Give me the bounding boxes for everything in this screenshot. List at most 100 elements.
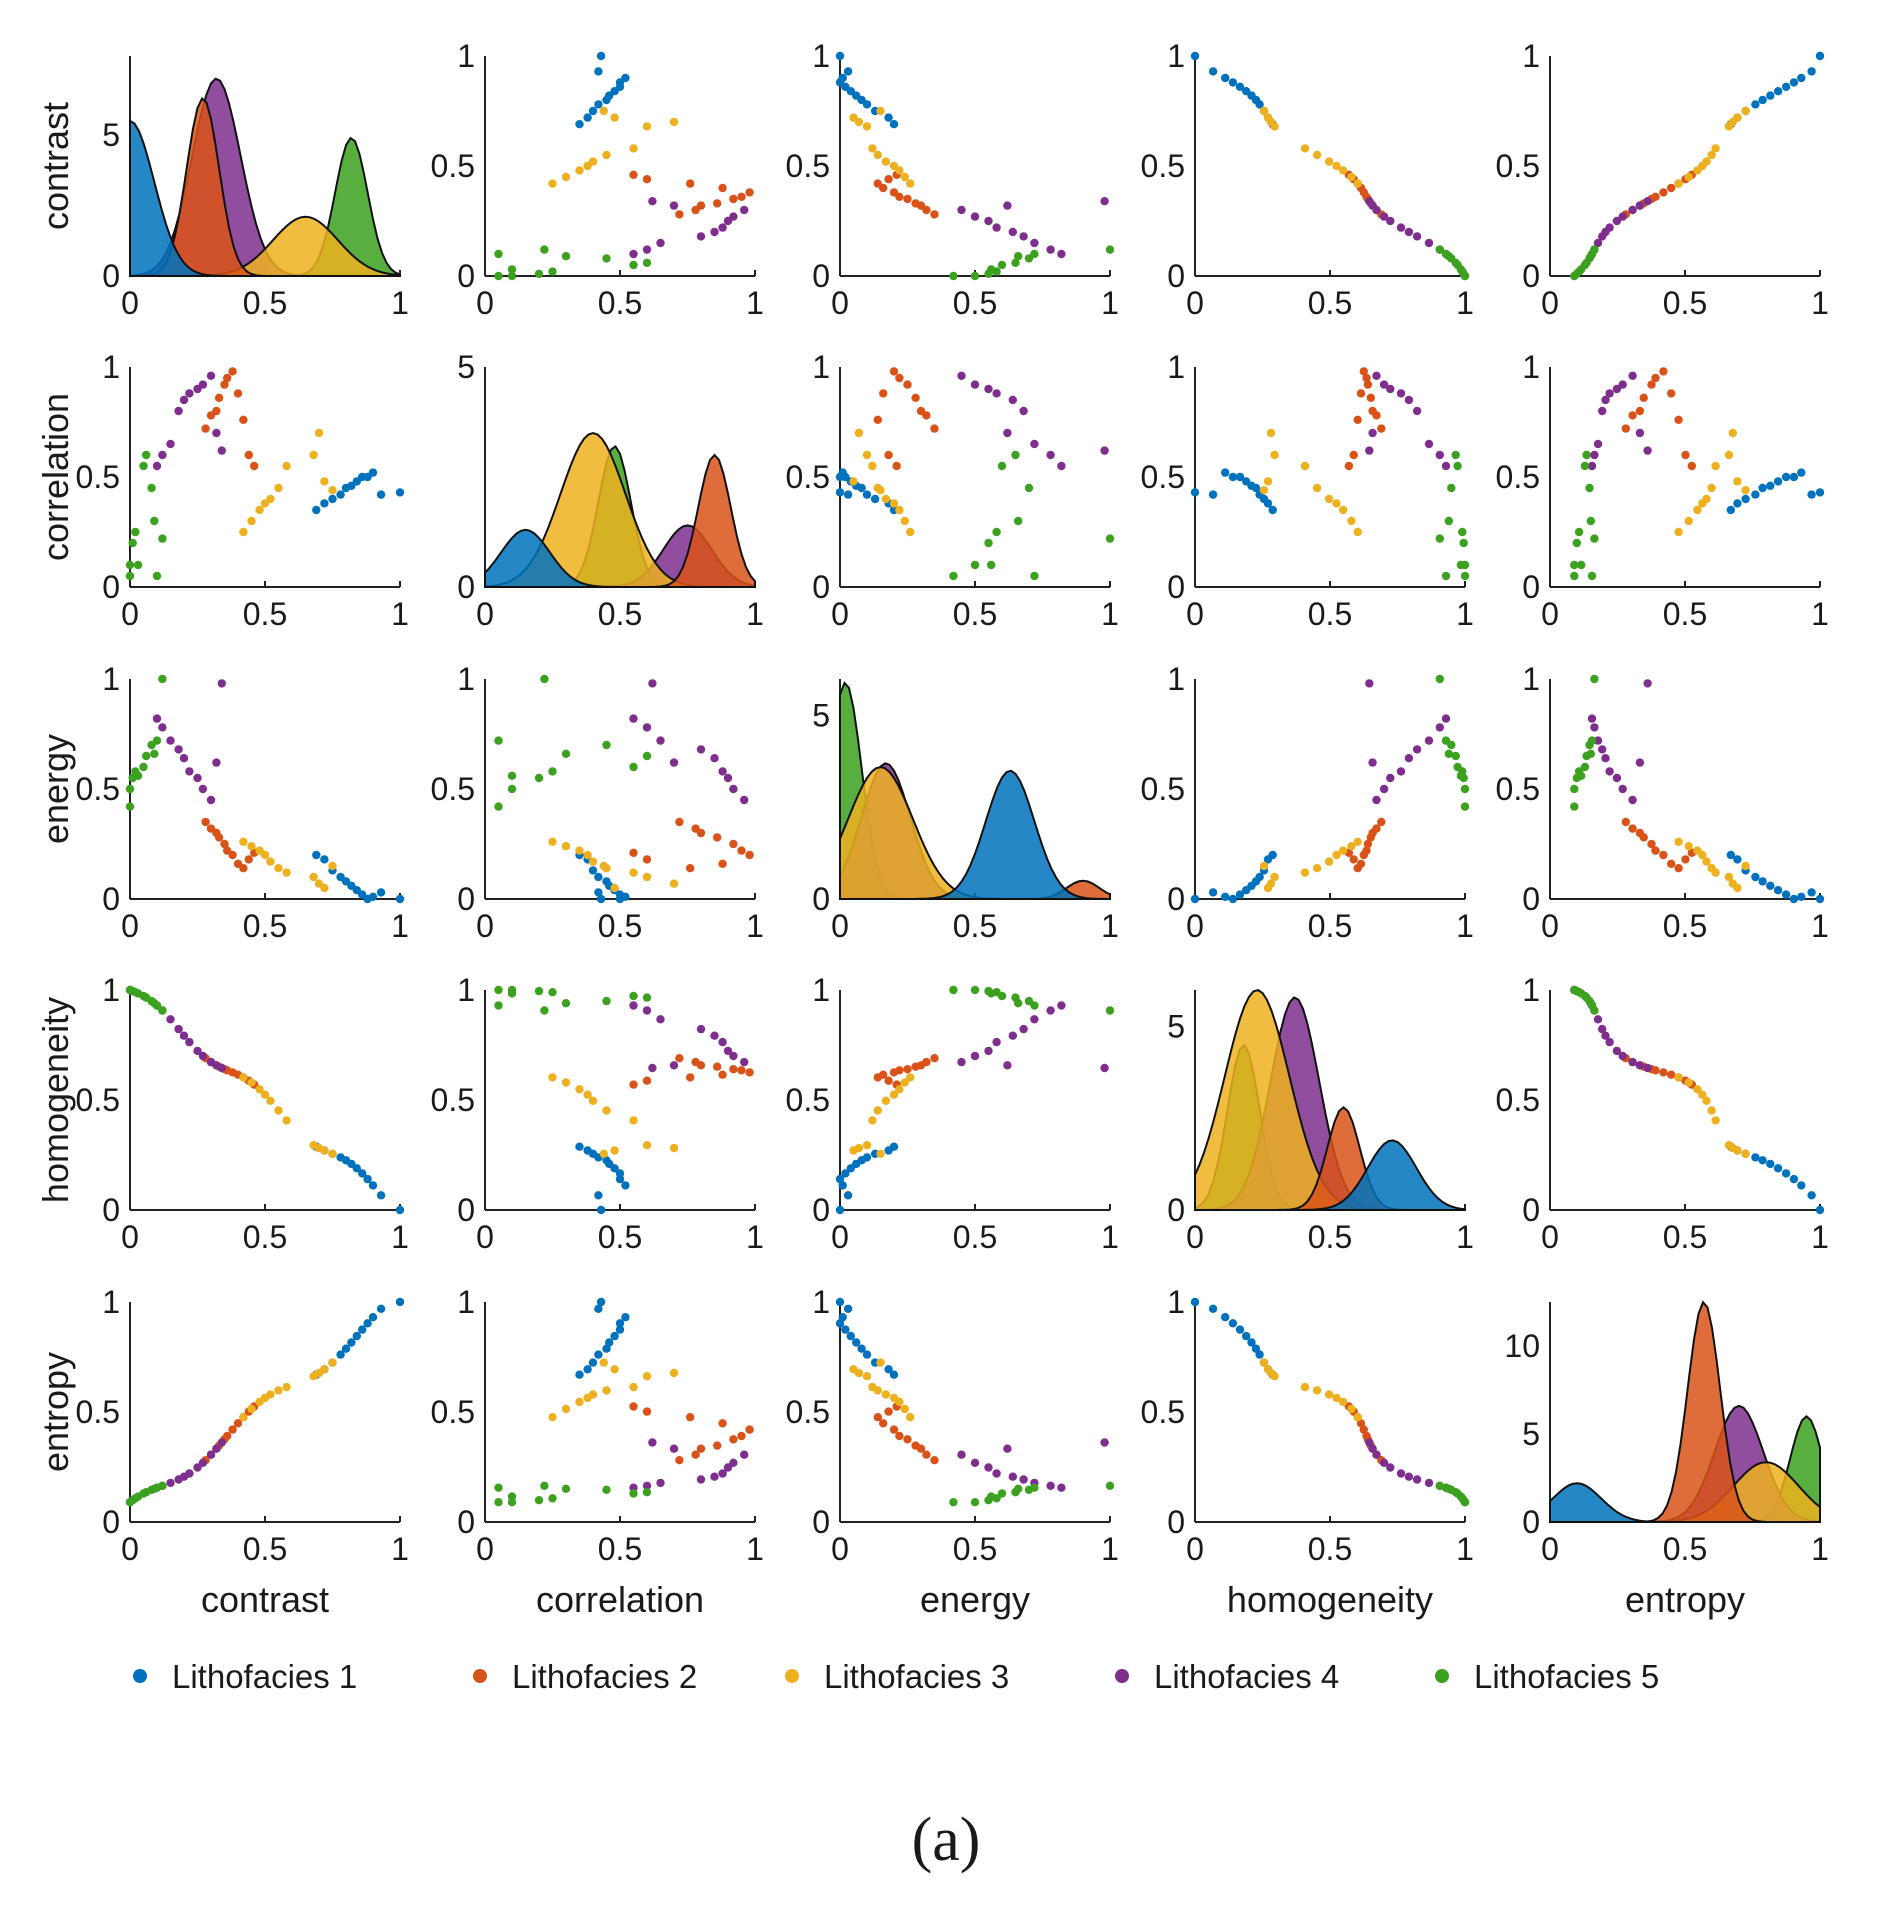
- scatter-point: [1674, 1073, 1683, 1082]
- y-tick-label: 0.5: [76, 1082, 120, 1118]
- scatter-point: [843, 1304, 853, 1314]
- scatter-point: [1424, 736, 1434, 745]
- scatter-point: [691, 1450, 700, 1459]
- scatter-point: [1030, 238, 1039, 248]
- scatter-point: [729, 1065, 738, 1074]
- scatter-point: [1781, 472, 1791, 482]
- scatter-point: [876, 1149, 885, 1159]
- scatter-point: [1242, 477, 1251, 486]
- scatter-point: [838, 73, 847, 83]
- scatter-point: [206, 795, 216, 805]
- scatter-point: [602, 1485, 611, 1495]
- scatter-point: [548, 1413, 557, 1422]
- scatter-point: [125, 560, 135, 570]
- scatter-point: [1011, 450, 1020, 460]
- scatter-point: [1441, 249, 1451, 259]
- scatter-point: [1312, 483, 1322, 493]
- scatter-point: [596, 894, 606, 904]
- scatter-point: [1724, 872, 1734, 882]
- x-tick-label: 0.5: [1308, 285, 1352, 321]
- scatter-point: [1570, 560, 1579, 570]
- scatter-point: [1674, 837, 1683, 846]
- scatter-point: [274, 864, 283, 873]
- y-tick-label: 1: [457, 1284, 475, 1320]
- x-tick-label: 0.5: [243, 1219, 287, 1255]
- scatter-point: [599, 1358, 608, 1367]
- scatter-point: [873, 1073, 882, 1082]
- scatter-point: [328, 494, 337, 504]
- scatter-point: [642, 122, 652, 131]
- scatter-point: [892, 461, 901, 471]
- y-tick-label: 1: [1522, 661, 1540, 697]
- panel-label: (a): [912, 1806, 981, 1874]
- x-tick-label: 0: [1541, 596, 1559, 632]
- scatter-point: [862, 1350, 872, 1359]
- scatter-point: [1368, 758, 1377, 767]
- scatter-point: [1030, 249, 1039, 259]
- scatter-point: [1711, 868, 1720, 877]
- y-tick-label: 0: [1522, 258, 1540, 294]
- x-tick-label: 0: [831, 596, 849, 632]
- scatter-point: [1368, 1444, 1377, 1453]
- scatter-point: [642, 1407, 652, 1416]
- y-tick-label: 1: [102, 349, 120, 385]
- scatter-point: [142, 450, 151, 460]
- scatter-point: [158, 450, 167, 460]
- scatter-point: [166, 736, 175, 745]
- scatter-point: [602, 1386, 611, 1395]
- scatter-point: [575, 1085, 584, 1094]
- scatter-point: [1674, 864, 1683, 873]
- scatter-point: [494, 985, 503, 995]
- scatter-point: [260, 1090, 270, 1099]
- scatter-point: [255, 1085, 264, 1094]
- scatter-point: [1404, 1472, 1414, 1481]
- scatter-point: [992, 389, 1001, 398]
- scatter-point: [669, 1061, 679, 1070]
- x-tick-label: 0: [1186, 596, 1204, 632]
- scatter-point: [740, 1057, 749, 1067]
- scatter-point: [1263, 477, 1273, 486]
- scatter-point: [881, 157, 891, 166]
- scatter-point: [1797, 468, 1806, 477]
- scatter-point: [179, 1031, 189, 1040]
- y-tick-label: 5: [1167, 1009, 1185, 1045]
- scatter-point: [158, 1481, 167, 1491]
- scatter-point: [1590, 723, 1599, 732]
- scatter-point: [992, 1037, 1001, 1047]
- scatter-point: [1435, 450, 1445, 460]
- scatter-point: [1635, 201, 1645, 210]
- legend-item: Lithofacies 2: [473, 1658, 697, 1695]
- scatter-point: [835, 1174, 845, 1184]
- scatter-point: [1208, 490, 1218, 499]
- scatter-point: [1590, 450, 1599, 460]
- scatter-point: [1733, 883, 1742, 893]
- scatter-point: [376, 490, 386, 499]
- scatter-point: [1353, 1413, 1362, 1422]
- scatter-point: [1105, 245, 1115, 254]
- scatter-point: [1681, 450, 1690, 460]
- scatter-point: [561, 999, 571, 1008]
- scatter-point: [1674, 415, 1683, 424]
- scatter-point: [368, 892, 378, 901]
- scatter-point: [1580, 461, 1590, 471]
- scatter-point: [1601, 395, 1610, 405]
- scatter-point: [395, 488, 405, 497]
- scatter-point: [1441, 714, 1451, 723]
- legend-item: Lithofacies 3: [785, 1658, 1009, 1695]
- scatter-point: [1651, 846, 1660, 855]
- scatter-point: [1590, 245, 1599, 254]
- scatter-point: [1781, 1169, 1791, 1178]
- scatter-point: [212, 1444, 221, 1453]
- scatter-point: [602, 740, 611, 750]
- scatter-point: [158, 1006, 167, 1015]
- y-tick-label: 1: [812, 972, 830, 1008]
- scatter-point: [1270, 872, 1279, 882]
- scatter-point: [540, 245, 549, 254]
- scatter-point: [152, 461, 162, 471]
- y-tick-label: 1: [457, 661, 475, 697]
- scatter-point: [358, 1169, 367, 1178]
- scatter-point: [185, 1469, 194, 1478]
- x-tick-label: 1: [391, 1219, 409, 1255]
- scatter-point: [228, 367, 237, 376]
- scatter-point: [1396, 1469, 1406, 1478]
